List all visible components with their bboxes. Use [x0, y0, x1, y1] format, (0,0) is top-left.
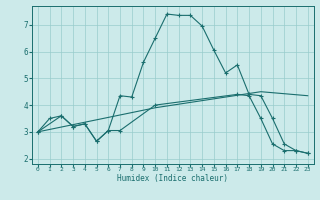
- X-axis label: Humidex (Indice chaleur): Humidex (Indice chaleur): [117, 174, 228, 183]
